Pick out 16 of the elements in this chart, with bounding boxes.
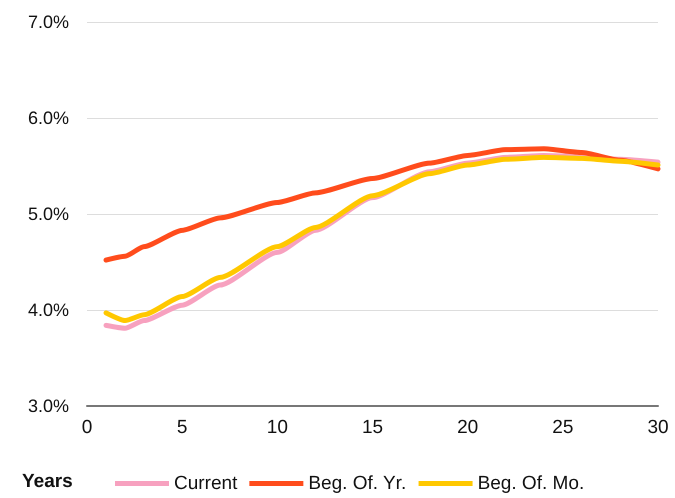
legend-label: Beg. Of. Yr.: [308, 473, 406, 494]
y-tick-label: 3.0%: [28, 396, 69, 416]
x-tick-label: 5: [176, 417, 188, 438]
y-tick-label: 5.0%: [28, 204, 69, 224]
x-axis-title: Years: [22, 471, 73, 492]
legend-label: Beg. Of. Mo.: [478, 473, 584, 494]
x-tick-label: 10: [266, 417, 288, 438]
x-tick-label: 20: [457, 417, 478, 438]
x-tick-label: 30: [647, 417, 669, 438]
x-tick-label: 0: [82, 417, 92, 438]
legend-label: Current: [174, 473, 238, 494]
x-tick-label: 25: [552, 417, 574, 438]
y-tick-label: 6.0%: [28, 108, 69, 128]
y-tick-label: 4.0%: [28, 300, 69, 320]
x-tick-label: 15: [362, 417, 384, 438]
y-tick-label: 7.0%: [28, 12, 69, 32]
